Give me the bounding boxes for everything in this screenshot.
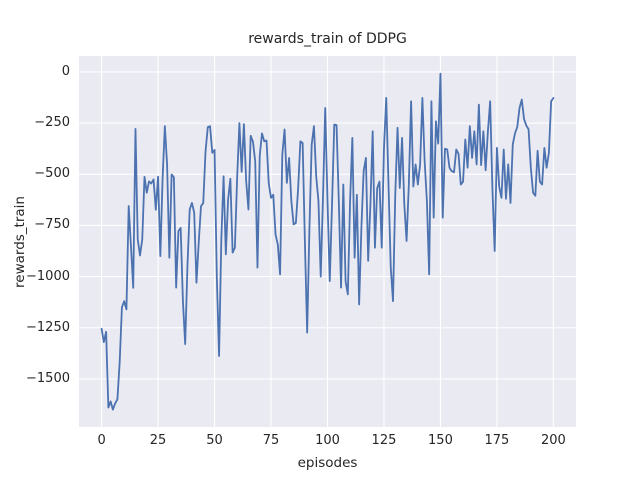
x-tick-label: 175 [484, 433, 510, 448]
x-tick-label: 150 [428, 433, 453, 448]
x-tick-label: 200 [540, 433, 566, 448]
x-tick-label: 50 [206, 433, 223, 448]
chart-title: rewards_train of DDPG [248, 31, 407, 47]
grid-lines [79, 56, 576, 427]
y-tick-label: −1000 [26, 268, 70, 284]
chart-canvas [79, 56, 576, 427]
x-tick-label: 125 [371, 433, 397, 448]
y-tick-label: −500 [34, 166, 70, 182]
plot-area [79, 56, 576, 427]
y-tick-label: −250 [34, 115, 70, 131]
x-tick-label: 25 [149, 433, 167, 448]
y-tick-label: −1500 [26, 370, 70, 386]
y-axis-label: rewards_train [12, 196, 28, 288]
series-line [100, 72, 555, 411]
y-tick-label: −1250 [26, 319, 70, 335]
x-tick-label: 100 [315, 433, 340, 448]
x-tick-label: 75 [262, 433, 280, 448]
x-axis-label: episodes [297, 455, 358, 471]
x-tick-label: 0 [97, 433, 106, 448]
y-tick-label: 0 [61, 63, 70, 79]
y-tick-label: −750 [34, 217, 70, 233]
